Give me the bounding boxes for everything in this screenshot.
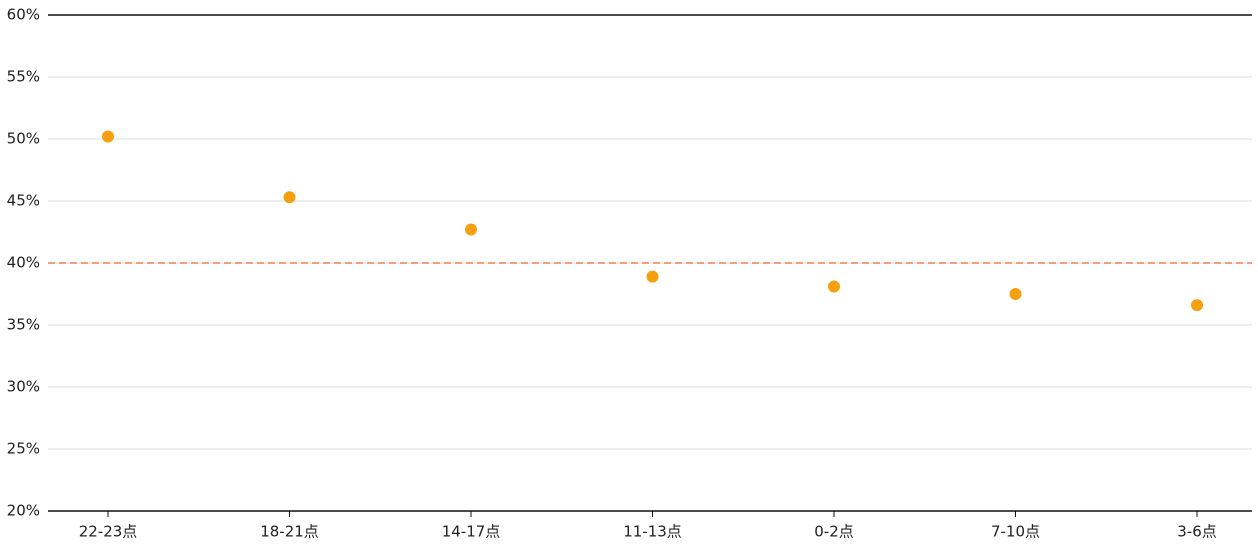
data-point <box>465 223 477 236</box>
data-point <box>1009 288 1022 300</box>
y-tick-label: 40% <box>7 254 40 272</box>
x-tick-label: 14-17点 <box>442 523 501 541</box>
x-tick-label: 0-2点 <box>814 523 854 541</box>
x-tick-label: 11-13点 <box>623 523 682 541</box>
y-tick-label: 20% <box>7 502 40 520</box>
data-point <box>283 191 296 204</box>
y-tick-label: 35% <box>7 316 40 334</box>
y-tick-label: 25% <box>7 440 40 458</box>
data-point <box>1191 299 1203 312</box>
x-tick-label: 22-23点 <box>79 523 138 541</box>
data-point <box>646 270 659 283</box>
y-tick-label: 60% <box>7 6 40 24</box>
x-tick-label: 18-21点 <box>260 523 319 541</box>
y-tick-label: 30% <box>7 378 40 396</box>
x-tick-label: 7-10点 <box>991 523 1040 541</box>
y-tick-label: 45% <box>7 192 40 210</box>
x-tick-label: 3-6点 <box>1177 523 1217 541</box>
data-point <box>102 130 114 143</box>
y-tick-label: 55% <box>7 68 40 86</box>
y-tick-label: 50% <box>7 130 40 148</box>
data-point <box>828 280 840 293</box>
